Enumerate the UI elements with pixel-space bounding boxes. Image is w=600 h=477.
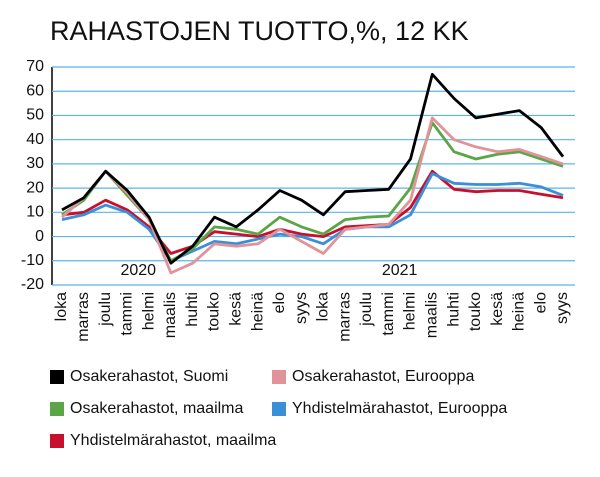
series-line xyxy=(61,172,564,263)
legend-swatch xyxy=(50,370,64,384)
legend-swatch xyxy=(272,402,286,416)
y-tick-label: 60 xyxy=(26,82,44,99)
x-tick-label: elo xyxy=(532,292,549,313)
x-tick-label: huhti xyxy=(184,292,201,327)
y-tick-label: -10 xyxy=(21,252,44,269)
year-label: 2020 xyxy=(120,262,156,279)
x-tick-label: syys xyxy=(293,292,310,324)
legend-label: Yhdistelmärahastot, maailma xyxy=(70,432,276,449)
x-tick-label: maalis xyxy=(162,292,179,338)
y-tick-label: 30 xyxy=(26,155,44,172)
x-tick-label: maalis xyxy=(424,292,441,338)
x-tick-label: joulu xyxy=(97,292,114,327)
series-line xyxy=(61,72,565,265)
x-tick-label: loka xyxy=(53,292,70,321)
y-tick-label: 50 xyxy=(26,107,44,124)
x-tick-label: marras xyxy=(336,292,353,342)
y-tick-label: 40 xyxy=(26,131,44,148)
x-tick-label: helmi xyxy=(140,292,157,330)
legend-swatch xyxy=(272,370,286,384)
x-tick-label: tammi xyxy=(380,292,397,336)
x-tick-label: kesä xyxy=(489,292,506,326)
x-tick-label: kesä xyxy=(227,292,244,326)
year-label: 2021 xyxy=(382,262,418,279)
x-tick-label: syys xyxy=(554,292,571,324)
y-tick-label: -20 xyxy=(21,276,44,293)
legend-label: Osakerahastot, Suomi xyxy=(70,368,228,385)
legend-label: Yhdistelmärahastot, Eurooppa xyxy=(292,400,507,417)
y-tick-label: 70 xyxy=(26,58,44,75)
x-tick-label: touko xyxy=(206,292,223,331)
x-tick-label: tammi xyxy=(119,292,136,336)
x-tick-label: helmi xyxy=(402,292,419,330)
legend-label: Osakerahastot, Eurooppa xyxy=(292,368,474,385)
y-tick-label: 0 xyxy=(35,228,44,245)
x-tick-label: touko xyxy=(467,292,484,331)
x-tick-label: huhti xyxy=(445,292,462,327)
x-tick-label: loka xyxy=(315,292,332,321)
legend-swatch xyxy=(50,434,64,448)
y-tick-label: 10 xyxy=(26,204,44,221)
y-tick-label: 20 xyxy=(26,179,44,196)
chart-title: RAHASTOJEN TUOTTO,%, 12 KK xyxy=(50,16,469,46)
x-tick-label: elo xyxy=(271,292,288,313)
x-tick-label: heinä xyxy=(511,292,528,331)
series-line xyxy=(61,169,564,255)
legend-label: Osakerahastot, maailma xyxy=(70,400,244,417)
legend-swatch xyxy=(50,402,64,416)
series-line xyxy=(61,116,564,275)
x-tick-label: heinä xyxy=(249,292,266,331)
x-tick-label: joulu xyxy=(358,292,375,327)
x-tick-label: marras xyxy=(75,292,92,342)
